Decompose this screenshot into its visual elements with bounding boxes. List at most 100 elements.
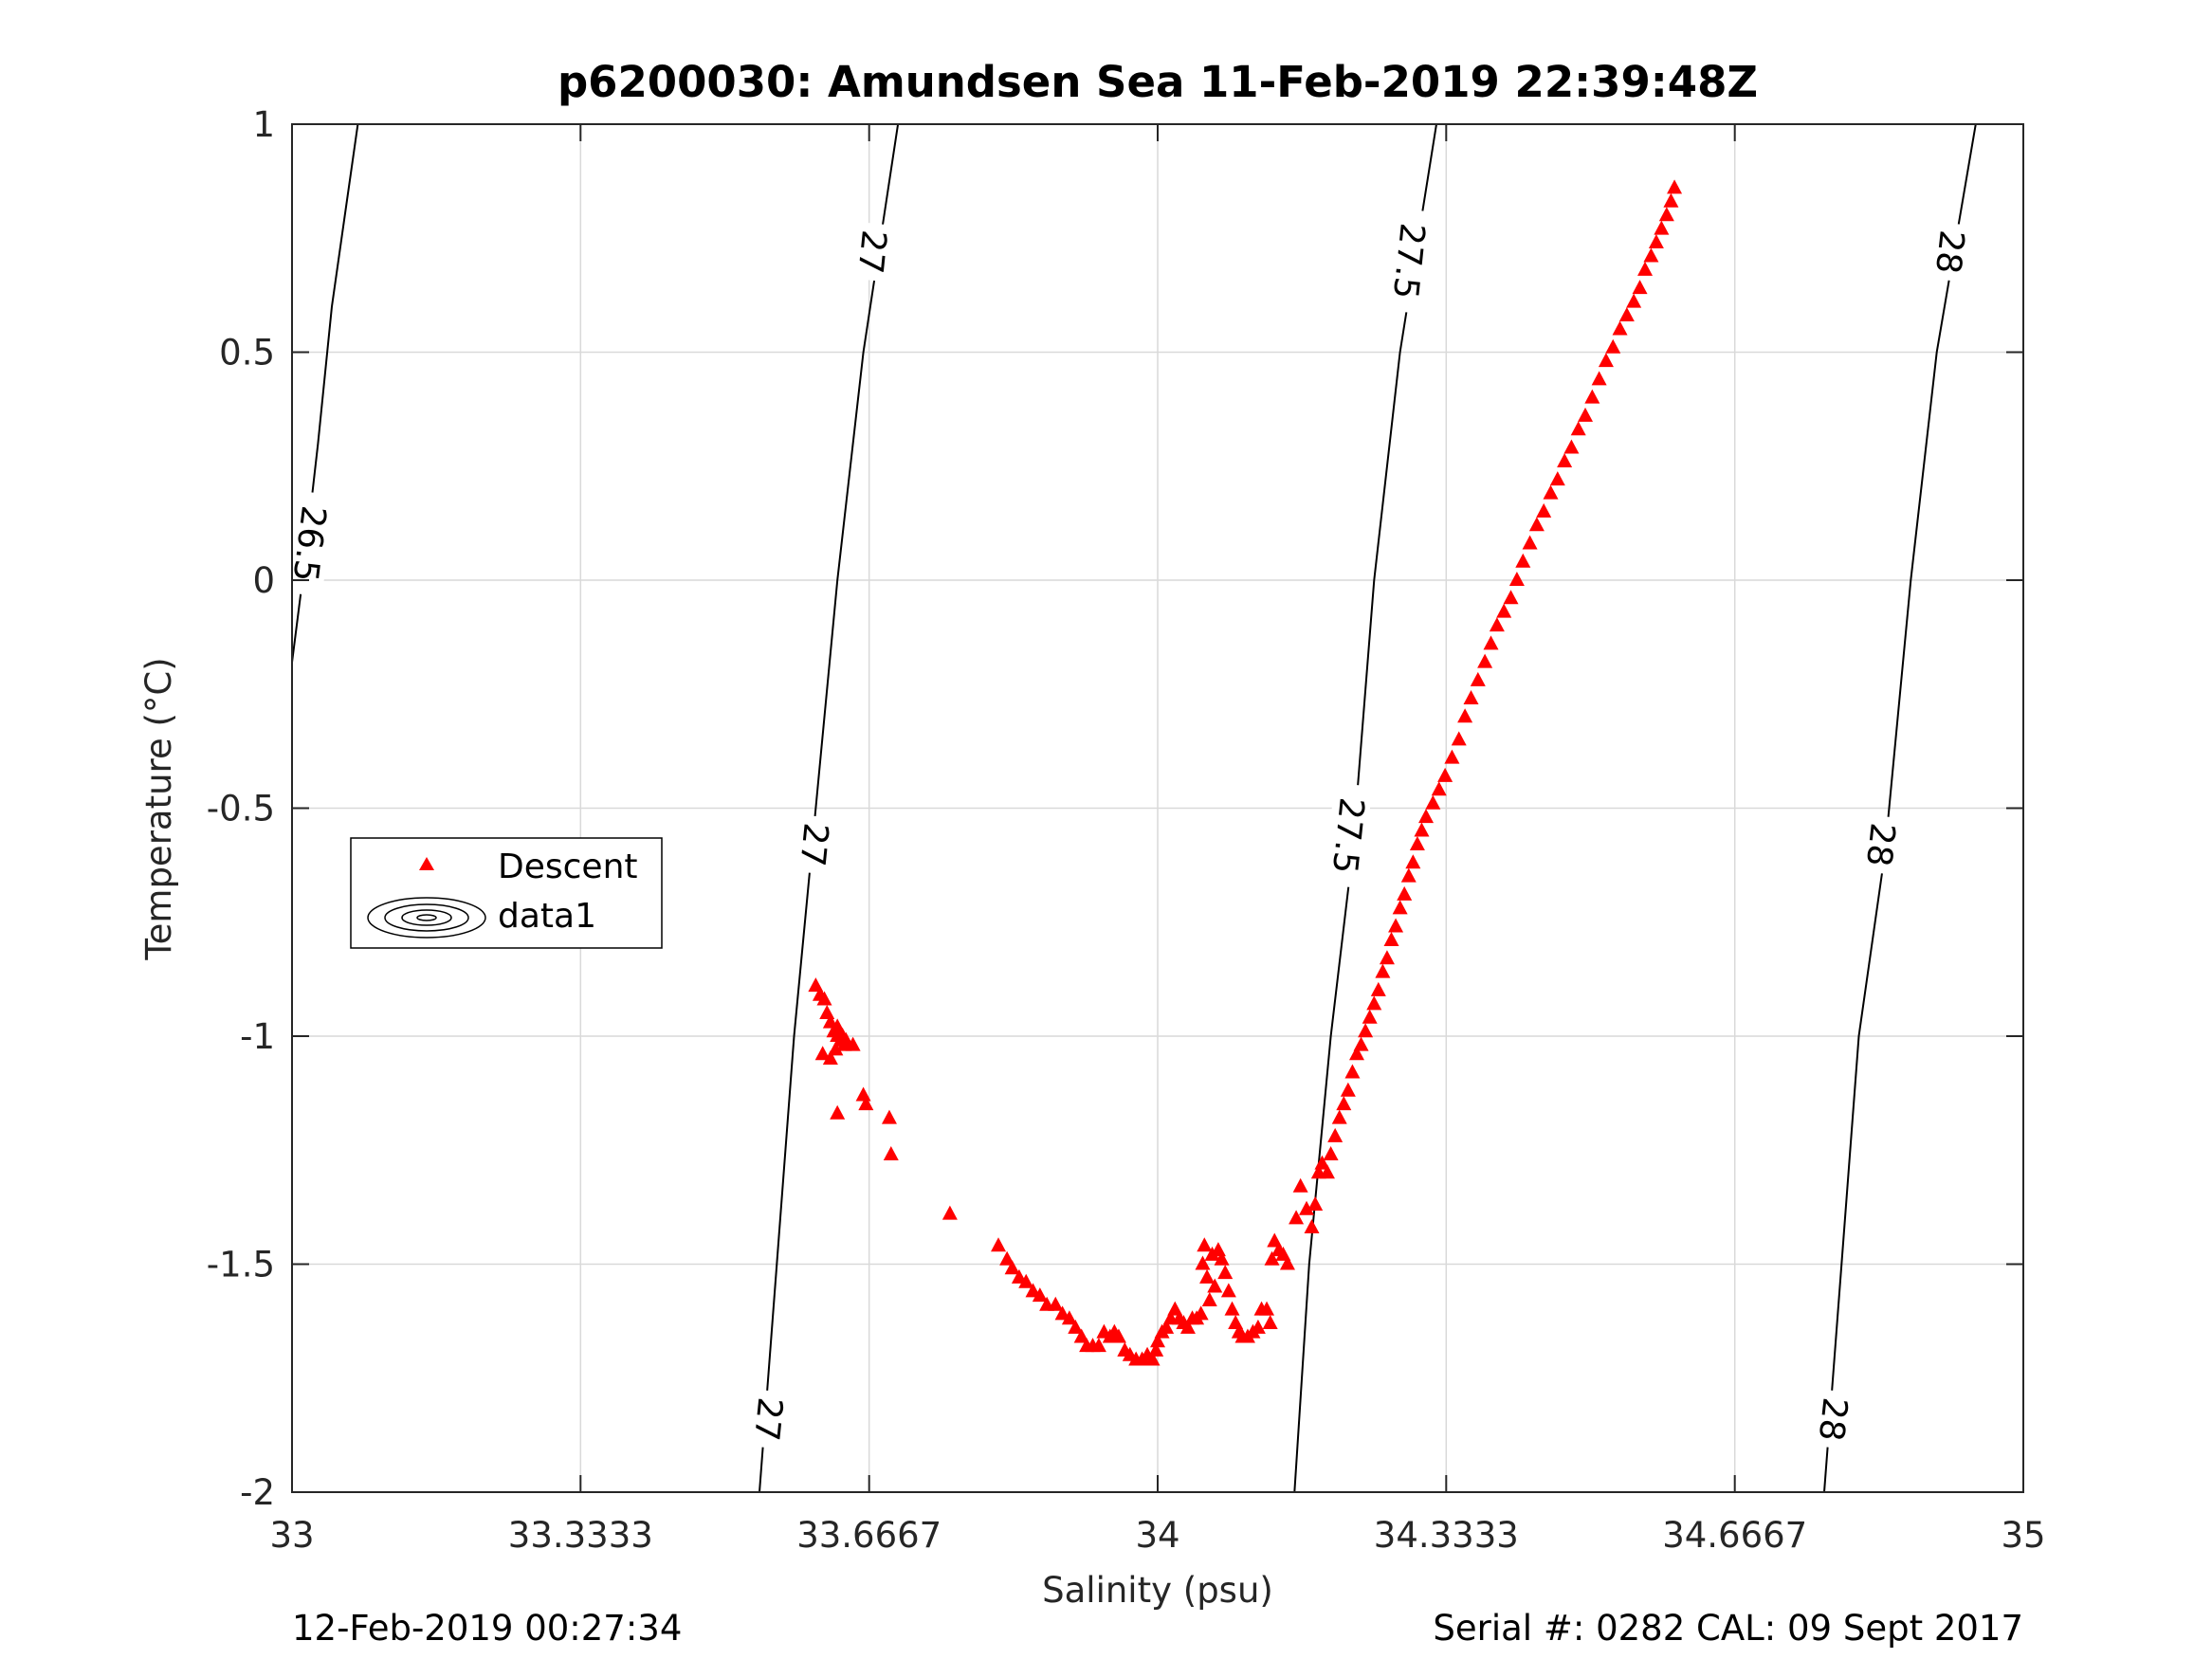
descent-point (1591, 371, 1607, 386)
descent-point (1557, 452, 1573, 467)
descent-point (1612, 320, 1628, 336)
x-tick-label: 35 (2001, 1515, 2045, 1556)
descent-point (834, 1028, 850, 1042)
descent-point (1383, 931, 1399, 946)
legend-descent-label: Descent (498, 848, 638, 886)
descent-point (1397, 885, 1413, 901)
descent-point (1667, 179, 1683, 194)
descent-point (1264, 1250, 1280, 1266)
descent-point (1470, 671, 1486, 686)
legend: Descent data1 (350, 837, 663, 949)
descent-point (1375, 963, 1391, 978)
descent-point (1618, 307, 1635, 322)
descent-point (1148, 1341, 1164, 1357)
descent-point (1018, 1273, 1034, 1288)
y-tick-label: 0.5 (219, 333, 275, 374)
descent-point (1193, 1305, 1209, 1321)
descent-point (1220, 1283, 1236, 1298)
descent-point (1319, 1164, 1335, 1179)
descent-point (1201, 1291, 1217, 1306)
descent-point (1289, 1210, 1305, 1225)
descent-point (1463, 690, 1479, 705)
contour-label-bg (283, 490, 335, 597)
descent-point (1637, 261, 1654, 276)
descent-point (1217, 1265, 1234, 1280)
y-tick-label: -2 (240, 1472, 275, 1513)
descent-point (1159, 1319, 1175, 1334)
descent-point (1199, 1268, 1216, 1284)
descent-point (1658, 207, 1674, 222)
y-tick-label: 1 (252, 104, 275, 145)
descent-point (1299, 1200, 1315, 1215)
descent-point (1477, 653, 1493, 668)
descent-point (1048, 1296, 1064, 1311)
descent-point (1362, 1009, 1378, 1024)
descent-point (1643, 247, 1659, 263)
descent-point (1144, 1351, 1161, 1366)
descent-point (1528, 517, 1545, 532)
descent-point (822, 1050, 838, 1066)
contour-label-27: 27 (792, 821, 834, 868)
descent-point (830, 1104, 846, 1120)
descent-point (1195, 1255, 1211, 1270)
descent-point (1431, 781, 1447, 796)
descent-point (1414, 822, 1430, 837)
descent-point (1336, 1096, 1352, 1111)
x-tick-label: 34 (1135, 1515, 1179, 1556)
contour-label-bg (1928, 221, 1972, 283)
descent-point (1489, 617, 1505, 632)
descent-point (1061, 1310, 1077, 1325)
contour-label-bg (850, 221, 894, 283)
descent-point (816, 991, 832, 1006)
descent-point (1150, 1333, 1165, 1348)
x-tick-label: 34.3333 (1374, 1515, 1519, 1556)
descent-point (1563, 439, 1580, 454)
descent-point (883, 1146, 899, 1161)
descent-point (1379, 950, 1395, 965)
descent-point (1405, 854, 1421, 869)
descent-point (1437, 767, 1453, 782)
legend-descent-marker (419, 857, 434, 870)
descent-point (1578, 407, 1594, 422)
legend-contour-icon (367, 897, 486, 939)
descent-points (808, 179, 1683, 1366)
descent-point (1340, 1082, 1356, 1097)
contour-label-bg (1810, 1389, 1856, 1450)
x-tick-label: 34.6667 (1662, 1515, 1807, 1556)
descent-point (1323, 1146, 1339, 1161)
x-tick-label: 33.3333 (508, 1515, 653, 1556)
descent-point (1626, 293, 1642, 308)
descent-point (1292, 1177, 1308, 1193)
contour-label-bg (746, 1389, 791, 1449)
descent-point (845, 1036, 861, 1051)
descent-point (999, 1250, 1015, 1266)
descent-point (1073, 1328, 1089, 1343)
contour-label-bg (792, 814, 836, 875)
descent-point (1549, 471, 1565, 486)
descent-point (1207, 1278, 1223, 1293)
y-tick-label: -0.5 (207, 789, 275, 830)
contour-label-27.5: 27.5 (1385, 221, 1432, 301)
contour-label-bg (1324, 782, 1373, 889)
descent-point (828, 1041, 844, 1056)
descent-point (1353, 1036, 1369, 1051)
descent-point (1451, 731, 1467, 746)
descent-point (1262, 1315, 1278, 1330)
descent-point (1444, 749, 1460, 764)
descent-point (1400, 867, 1417, 883)
descent-point (1090, 1338, 1106, 1353)
descent-point (1522, 535, 1538, 550)
descent-point (1388, 918, 1404, 933)
contour-label-28: 28 (1928, 228, 1971, 276)
descent-point (1654, 220, 1670, 235)
descent-point (1483, 635, 1499, 650)
descent-point (1508, 572, 1525, 586)
descent-point (1515, 553, 1531, 568)
descent-point (1327, 1127, 1344, 1142)
y-tick-label: -1.5 (207, 1245, 275, 1285)
descent-point (1110, 1328, 1126, 1343)
descent-point (1344, 1064, 1361, 1079)
descent-point (1068, 1319, 1084, 1334)
descent-point (1632, 280, 1648, 295)
